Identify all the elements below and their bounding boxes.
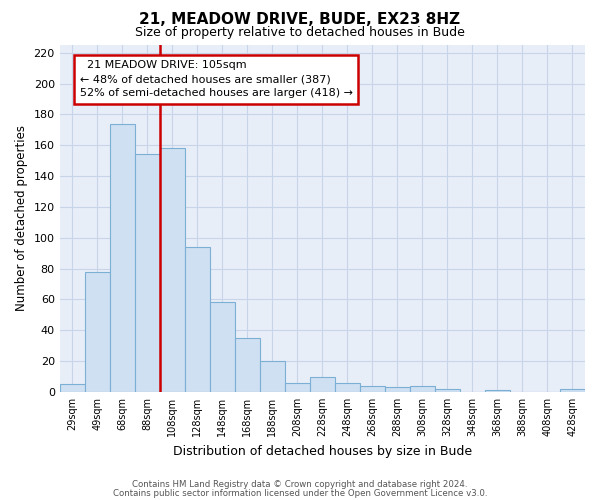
Text: 21 MEADOW DRIVE: 105sqm
← 48% of detached houses are smaller (387)
52% of semi-d: 21 MEADOW DRIVE: 105sqm ← 48% of detache… [80,60,353,98]
Bar [435,389,460,392]
Bar [85,272,110,392]
Bar [110,124,135,392]
Bar [59,384,85,392]
Text: Contains HM Land Registry data © Crown copyright and database right 2024.: Contains HM Land Registry data © Crown c… [132,480,468,489]
Bar [260,361,285,392]
Bar [285,382,310,392]
Text: Contains public sector information licensed under the Open Government Licence v3: Contains public sector information licen… [113,488,487,498]
Bar [485,390,510,392]
Bar [410,386,435,392]
Text: 21, MEADOW DRIVE, BUDE, EX23 8HZ: 21, MEADOW DRIVE, BUDE, EX23 8HZ [139,12,461,28]
Bar [235,338,260,392]
Text: Size of property relative to detached houses in Bude: Size of property relative to detached ho… [135,26,465,39]
Bar [210,302,235,392]
Bar [335,382,360,392]
Bar [360,386,385,392]
Bar [560,389,585,392]
Bar [385,388,410,392]
Bar [185,247,210,392]
Bar [135,154,160,392]
Y-axis label: Number of detached properties: Number of detached properties [15,126,28,312]
Bar [160,148,185,392]
Bar [310,376,335,392]
X-axis label: Distribution of detached houses by size in Bude: Distribution of detached houses by size … [173,444,472,458]
